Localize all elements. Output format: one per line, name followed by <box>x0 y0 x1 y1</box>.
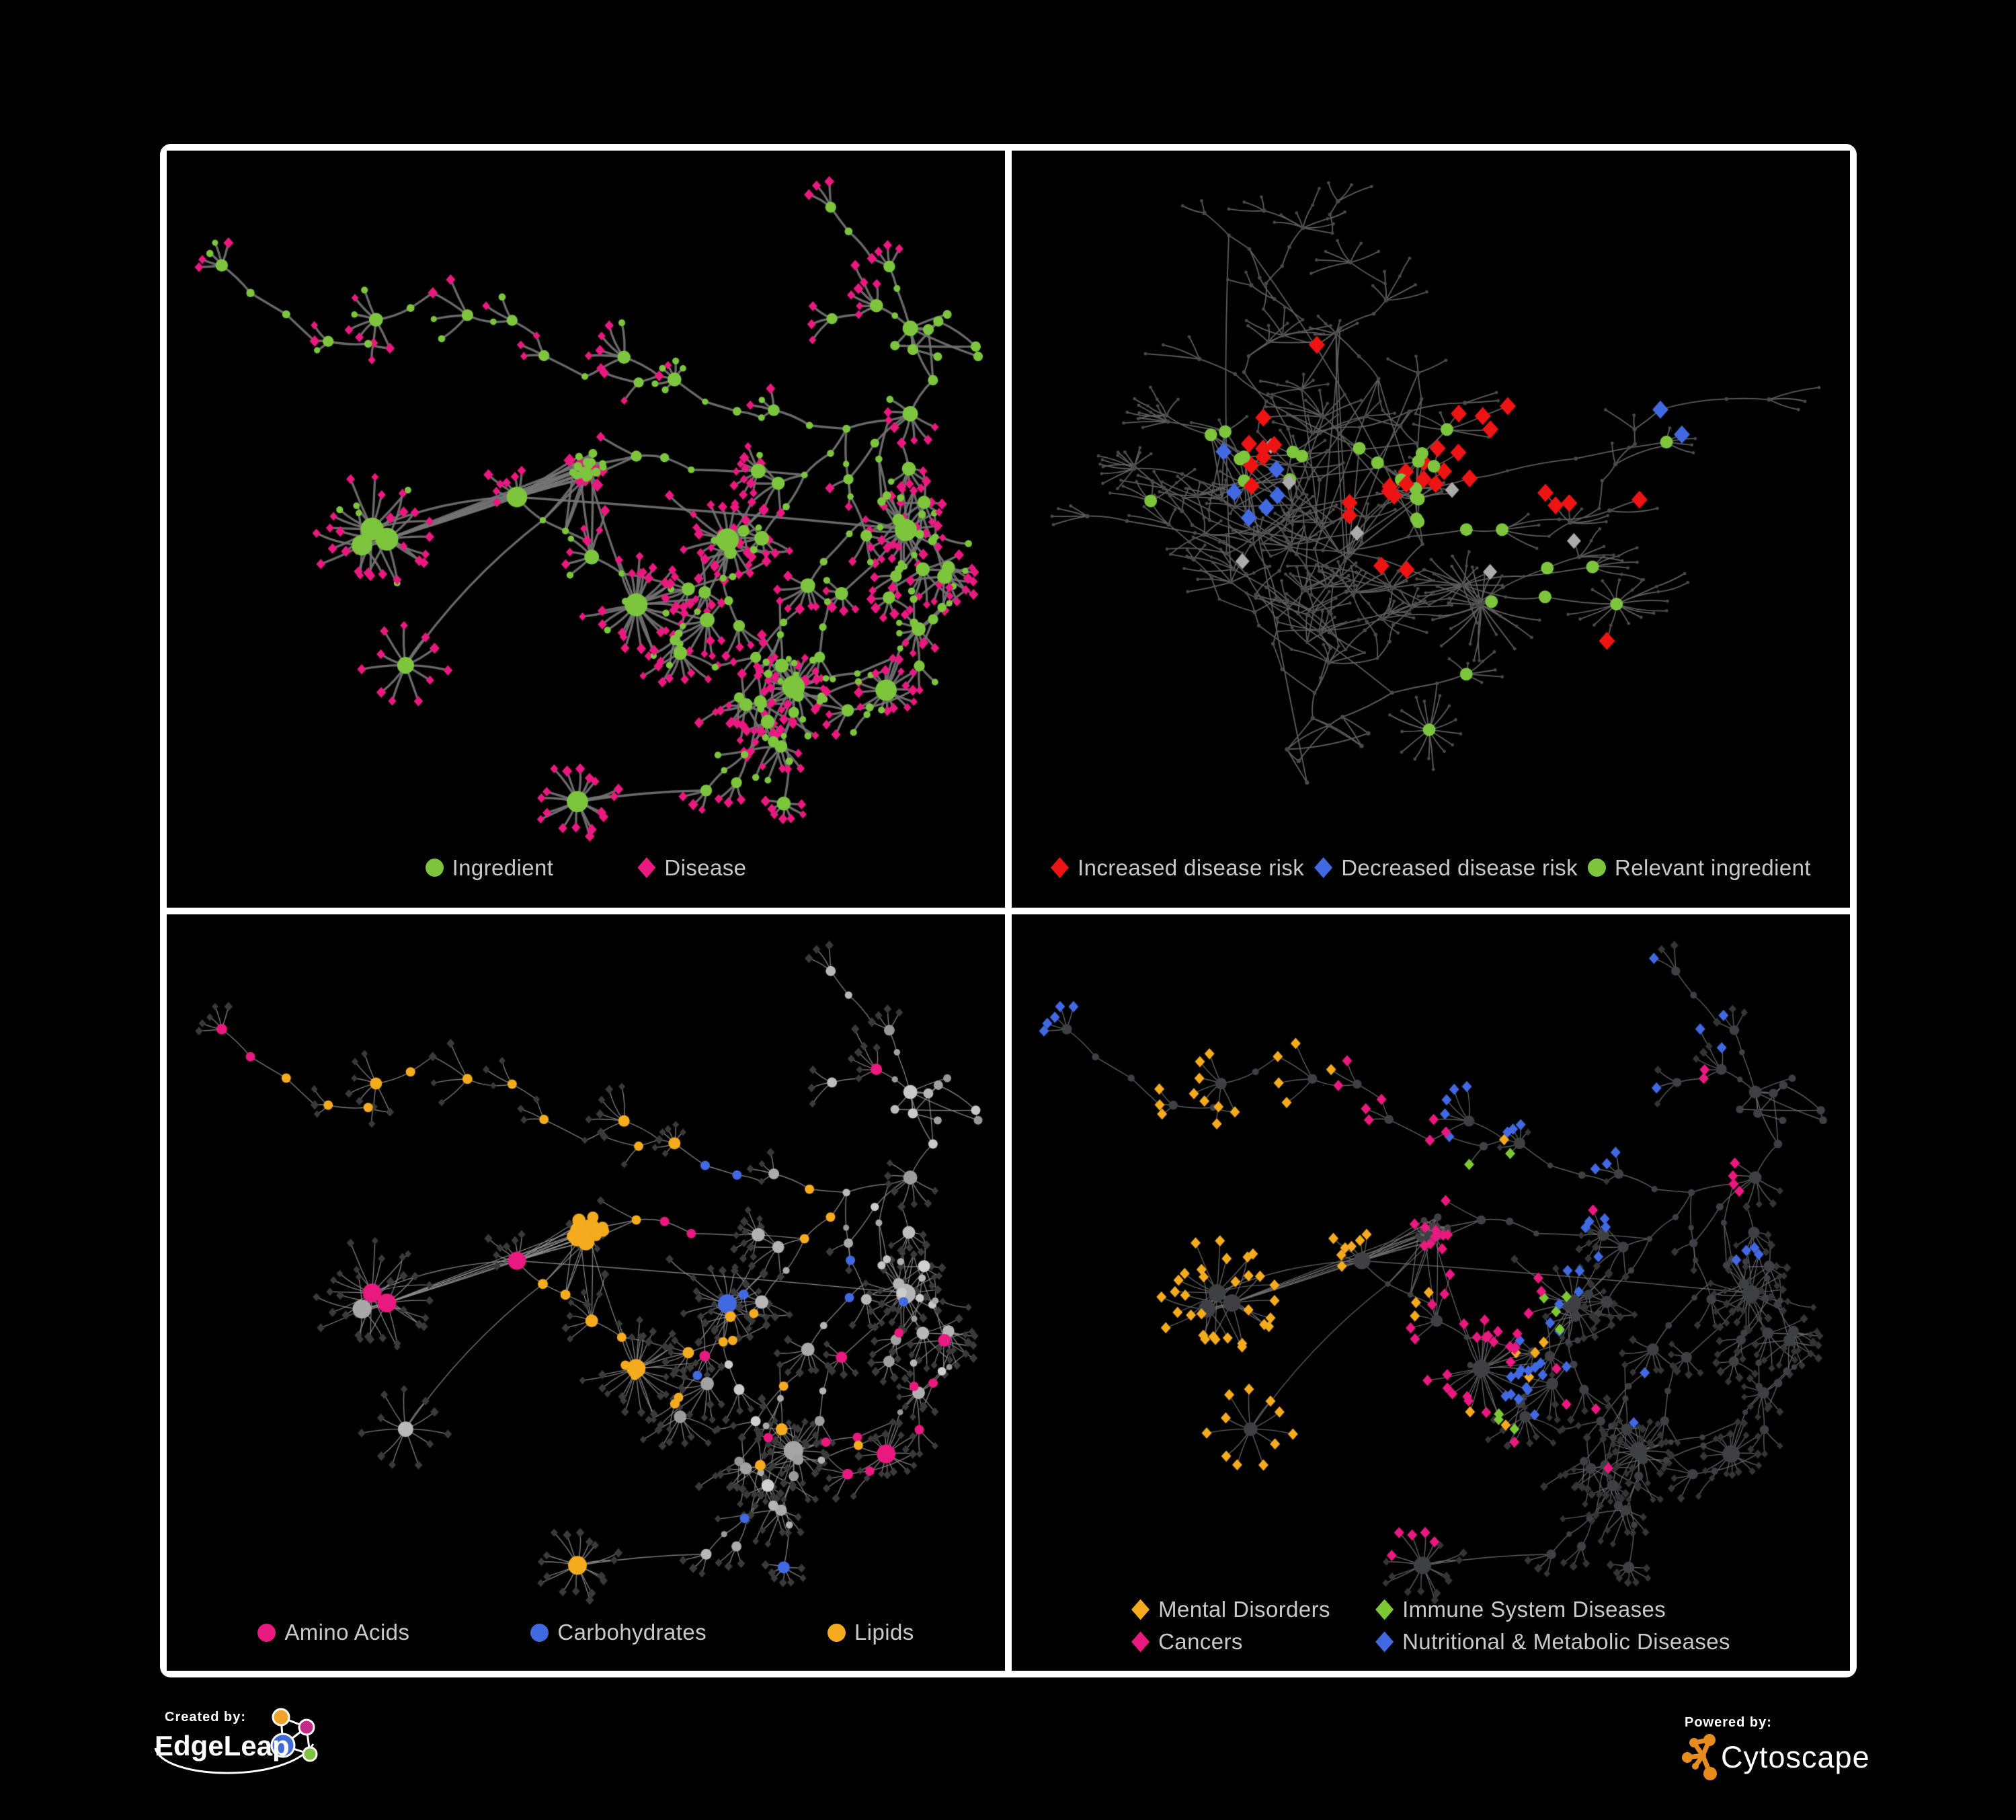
amino-acids-legend-icon <box>257 1623 276 1642</box>
legend-item: Immune System Diseases <box>1375 1597 1730 1622</box>
edgeleap-swoosh <box>154 1743 315 1774</box>
legend-item: Disease <box>637 855 746 881</box>
legend-label: Disease <box>664 855 747 880</box>
cytoscape-icon-nodes <box>1682 1734 1717 1780</box>
legend-label: Increased disease risk <box>1078 855 1305 880</box>
powered-by-label: Powered by: <box>1685 1715 1772 1730</box>
legend-label: Mental Disorders <box>1158 1597 1330 1622</box>
ingredient-disease-legend: Ingredient Disease <box>167 855 1005 881</box>
four-panel-figure: Ingredient Disease Increased disease ris… <box>160 144 1857 1677</box>
carbohydrates-legend-icon <box>530 1623 549 1642</box>
legend-item: Increased disease risk <box>1051 855 1304 881</box>
edgeleap-node-green <box>302 1746 318 1762</box>
edgeleap-wordmark: EdgeLeap <box>155 1730 290 1762</box>
disease-class-network-canvas <box>1012 914 1850 1671</box>
legend-label: Immune System Diseases <box>1402 1597 1666 1622</box>
disease-risk-network-canvas <box>1012 151 1850 908</box>
disease-risk-legend: Increased disease risk Decreased disease… <box>1012 855 1850 881</box>
macronutrient-network-canvas <box>167 914 1005 1671</box>
disease-class-legend: Mental Disorders Immune System Diseases … <box>1012 1597 1850 1655</box>
cancers-legend-icon <box>1131 1631 1150 1653</box>
cytoscape-wordmark: Cytoscape <box>1721 1740 1870 1774</box>
legend-label: Decreased disease risk <box>1341 855 1578 880</box>
panel-macronutrients: Amino Acids Carbohydrates Lipids <box>167 914 1005 1671</box>
immune-diseases-legend-icon <box>1375 1599 1394 1620</box>
legend-item: Decreased disease risk <box>1314 855 1578 881</box>
relevant-ingredient-legend-icon <box>1587 859 1606 877</box>
legend-label: Lipids <box>854 1620 914 1645</box>
nutritional-metabolic-legend-icon <box>1375 1631 1394 1653</box>
legend-item: Ingredient <box>425 855 554 881</box>
legend-label: Ingredient <box>452 855 554 880</box>
legend-item: Nutritional & Metabolic Diseases <box>1375 1629 1730 1655</box>
edgeleap-node-orange <box>272 1708 290 1727</box>
panel-disease-risk: Increased disease risk Decreased disease… <box>1012 151 1850 908</box>
legend-label: Relevant ingredient <box>1614 855 1811 880</box>
legend-item: Relevant ingredient <box>1587 855 1811 881</box>
disease-legend-icon <box>637 857 656 878</box>
increased-risk-legend-icon <box>1051 857 1070 878</box>
edgeleap-logo: EdgeLeap <box>154 1708 318 1774</box>
cytoscape-logo-icon <box>1682 1734 1717 1780</box>
macronutrient-legend: Amino Acids Carbohydrates Lipids <box>167 1620 1005 1645</box>
ingredient-disease-network-canvas <box>167 151 1005 908</box>
legend-label: Carbohydrates <box>557 1620 707 1645</box>
legend-label: Amino Acids <box>284 1620 410 1645</box>
decreased-risk-legend-icon <box>1314 857 1333 878</box>
ingredient-legend-icon <box>425 859 444 877</box>
created-by-label: Created by: <box>165 1710 247 1725</box>
legend-item: Cancers <box>1131 1629 1375 1655</box>
legend-item: Carbohydrates <box>530 1620 707 1645</box>
legend-label: Nutritional & Metabolic Diseases <box>1402 1629 1730 1654</box>
mental-disorders-legend-icon <box>1131 1599 1150 1620</box>
lipids-legend-icon <box>828 1623 846 1642</box>
panel-disease-classes: Mental Disorders Immune System Diseases … <box>1012 914 1850 1671</box>
edgeleap-node-magenta <box>298 1718 315 1736</box>
edgeleap-node-blue <box>270 1733 296 1758</box>
legend-label: Cancers <box>1158 1629 1243 1654</box>
legend-item: Amino Acids <box>257 1620 409 1645</box>
panel-ingredient-disease: Ingredient Disease <box>167 151 1005 908</box>
legend-item: Lipids <box>828 1620 914 1645</box>
legend-item: Mental Disorders <box>1131 1597 1375 1622</box>
